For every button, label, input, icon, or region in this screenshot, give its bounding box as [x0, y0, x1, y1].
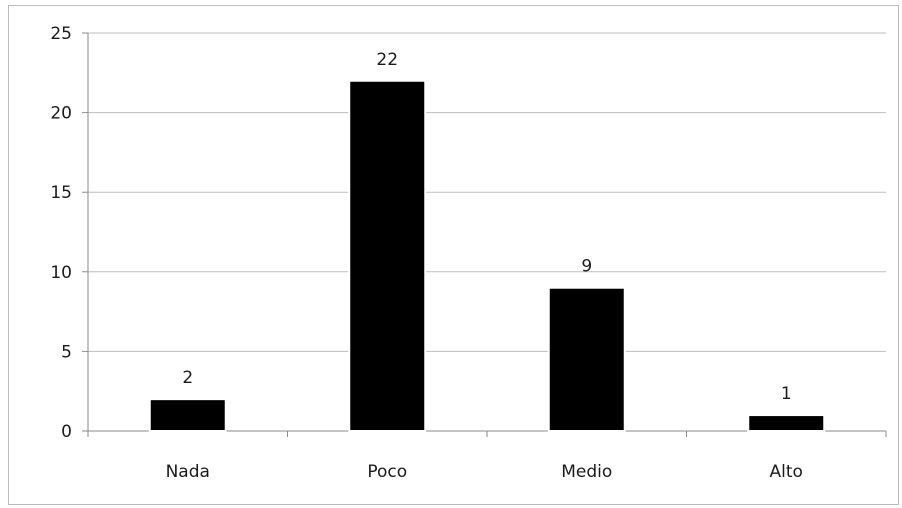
y-tick-label: 5 [61, 342, 72, 362]
bar-medio [547, 286, 626, 432]
x-tick-label-alto: Alto [770, 462, 803, 482]
y-tick-label: 20 [50, 104, 72, 124]
x-tick-label-poco: Poco [367, 462, 407, 482]
data-label-alto: 1 [781, 384, 792, 404]
bars [148, 79, 826, 433]
bar-nada [148, 398, 227, 433]
y-tick-label: 0 [61, 422, 72, 442]
axes [82, 32, 887, 437]
y-tick-label: 15 [50, 183, 72, 203]
data-label-medio: 9 [581, 257, 592, 277]
y-tick-label: 25 [50, 24, 72, 44]
data-label-nada: 2 [182, 368, 193, 388]
labels: 0 5 10 15 20 25 2 Nada 22 Poco 9 Medio 1 Alto [50, 24, 803, 482]
gridlines [88, 32, 886, 352]
data-label-poco: 22 [376, 50, 398, 70]
x-tick-label-medio: Medio [561, 462, 612, 482]
bar-alto [747, 414, 826, 432]
y-tick-label: 10 [50, 263, 72, 283]
x-tick-label-nada: Nada [166, 462, 210, 482]
bar-poco [348, 79, 427, 432]
